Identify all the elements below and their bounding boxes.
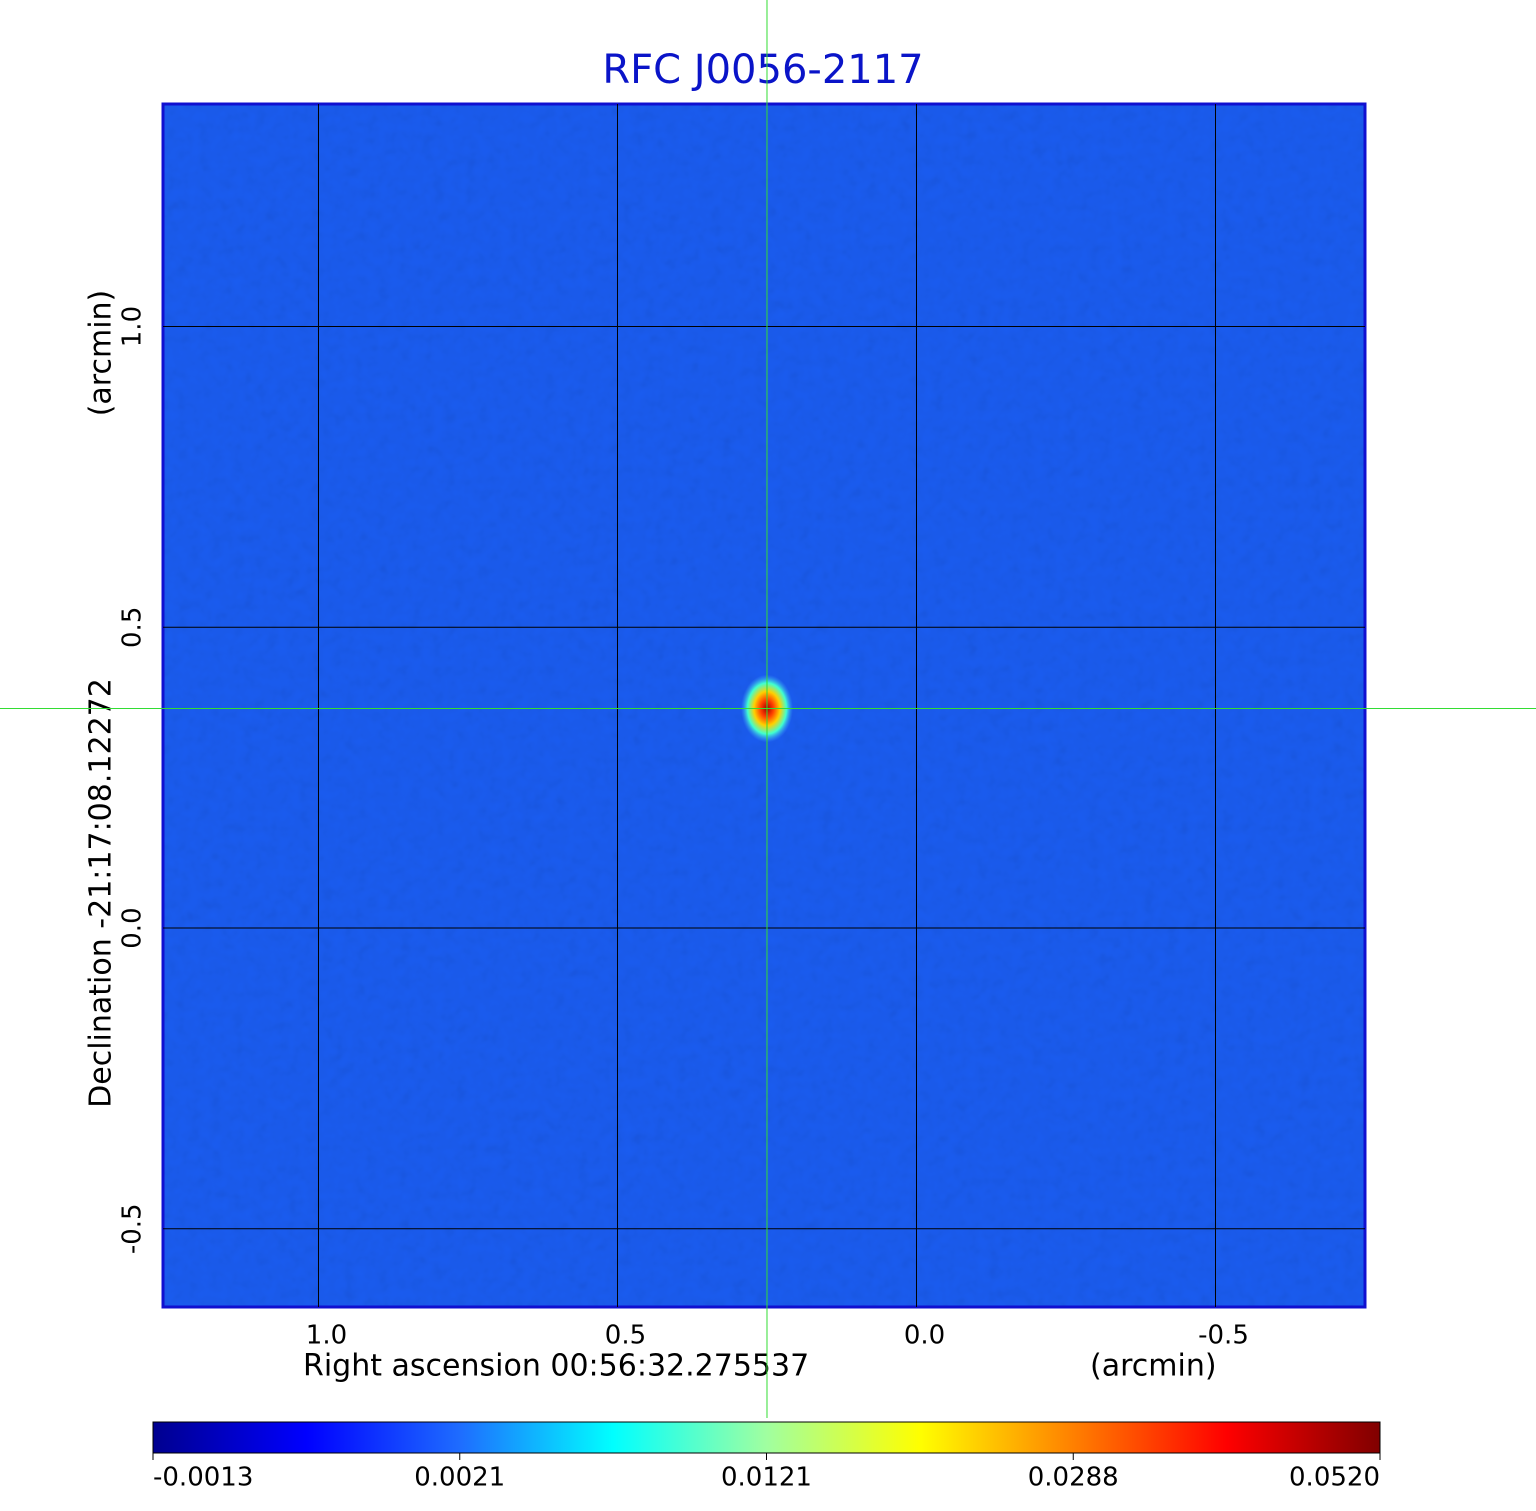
colorbar-tick-label: 0.0288 bbox=[1028, 1463, 1119, 1493]
chart-title: RFC J0056-2117 bbox=[602, 47, 923, 93]
x-axis-label: Right ascension 00:56:32.275537 bbox=[303, 1349, 809, 1384]
y-axis-label: Declination -21:17:08.12272 bbox=[84, 678, 119, 1108]
y-tick-label: 1.0 bbox=[118, 306, 148, 347]
colorbar-tick-label: 0.0021 bbox=[414, 1463, 505, 1493]
x-tick-label: 0.0 bbox=[904, 1321, 945, 1351]
x-tick-label: -0.5 bbox=[1198, 1321, 1249, 1351]
y-tick-label: 0.0 bbox=[118, 907, 148, 948]
x-axis-unit: (arcmin) bbox=[1090, 1349, 1217, 1384]
x-tick-label: 1.0 bbox=[306, 1321, 347, 1351]
y-tick-label: -0.5 bbox=[118, 1203, 148, 1254]
colorbar-tick-label: -0.0013 bbox=[153, 1463, 253, 1493]
y-axis-unit: (arcmin) bbox=[84, 290, 119, 417]
x-tick-label: 0.5 bbox=[605, 1321, 646, 1351]
colorbar-tick-label: 0.0121 bbox=[721, 1463, 812, 1493]
colorbar-tick-label: 0.0520 bbox=[1289, 1463, 1380, 1493]
colorbar bbox=[152, 1421, 1381, 1454]
frame bbox=[161, 102, 1367, 1309]
y-tick-label: 0.5 bbox=[118, 607, 148, 648]
